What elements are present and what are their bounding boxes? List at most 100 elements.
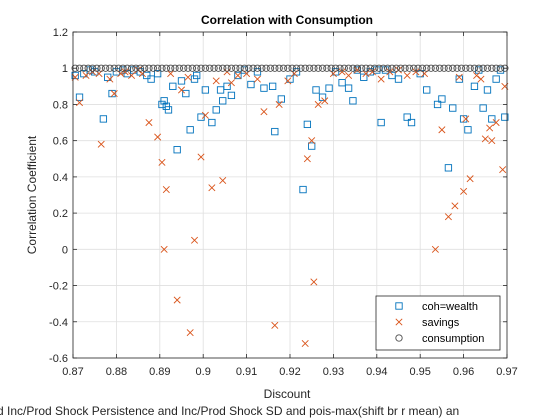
- data-point: [219, 64, 227, 72]
- data-point: [75, 99, 84, 107]
- data-point: [492, 119, 500, 127]
- data-point: [438, 126, 446, 134]
- data-point: [321, 97, 329, 105]
- data-point: [88, 64, 97, 72]
- data-point: [167, 70, 175, 78]
- data-point: [373, 66, 381, 74]
- data-point: [488, 137, 496, 145]
- x-tick-label: 0.88: [106, 366, 127, 378]
- data-point: [308, 137, 316, 145]
- data-point: [160, 245, 168, 253]
- data-point: [212, 106, 220, 114]
- data-point: [305, 64, 314, 72]
- data-point: [492, 64, 500, 72]
- data-point: [362, 70, 370, 78]
- data-point: [275, 100, 283, 108]
- x-tick-label: 0.87: [62, 366, 83, 378]
- data-point: [492, 75, 500, 83]
- data-point: [357, 64, 366, 72]
- data-point: [431, 245, 439, 253]
- data-point: [449, 104, 457, 112]
- data-point: [386, 68, 394, 76]
- data-point: [344, 64, 353, 72]
- data-point: [462, 64, 470, 72]
- data-point: [160, 97, 168, 105]
- data-point: [353, 66, 361, 74]
- data-point: [438, 95, 446, 103]
- data-point: [166, 64, 175, 72]
- y-tick-label: 0.4: [53, 172, 68, 184]
- data-point: [353, 64, 361, 72]
- data-point: [134, 66, 142, 74]
- data-point: [323, 64, 331, 72]
- data-point: [210, 64, 218, 72]
- data-point: [128, 71, 136, 79]
- legend-box: [375, 295, 501, 351]
- data-point: [286, 75, 294, 83]
- data-point: [99, 115, 108, 123]
- data-point: [473, 71, 481, 79]
- legend-entry: coh=wealth: [395, 301, 478, 313]
- data-point: [444, 164, 453, 172]
- data-point: [449, 64, 457, 72]
- data-point: [483, 86, 492, 94]
- data-point: [423, 64, 431, 72]
- data-point: [353, 66, 361, 74]
- data-point: [451, 202, 459, 210]
- data-point: [240, 66, 249, 74]
- data-point: [108, 89, 116, 98]
- data-point: [303, 120, 312, 129]
- data-point: [236, 64, 244, 72]
- data-point: [331, 68, 340, 76]
- y-tick-label: 1: [62, 63, 68, 75]
- data-point: [310, 64, 318, 72]
- data-point: [223, 64, 231, 72]
- data-point: [145, 119, 153, 127]
- data-point: [169, 82, 177, 90]
- data-point: [106, 64, 114, 72]
- data-point: [466, 175, 474, 183]
- data-point: [314, 64, 322, 72]
- data-point: [162, 186, 170, 194]
- data-point: [481, 135, 489, 143]
- data-point: [71, 64, 79, 72]
- data-point: [284, 64, 292, 72]
- data-point: [370, 64, 379, 72]
- data-point: [82, 71, 90, 79]
- legend-marker: [395, 302, 403, 310]
- data-point: [462, 115, 470, 123]
- data-point: [197, 153, 205, 161]
- data-point: [423, 86, 431, 94]
- data-point: [214, 64, 223, 72]
- data-point: [460, 187, 468, 195]
- x-tick-label: 0.97: [496, 366, 517, 378]
- legend-entry: consumption: [395, 333, 484, 345]
- data-point: [284, 77, 292, 85]
- data-point: [271, 64, 279, 72]
- data-point: [121, 68, 129, 76]
- data-point: [312, 86, 320, 94]
- data-point: [338, 79, 346, 87]
- y-axis-label: Correlation Coefficient: [25, 135, 39, 254]
- y-tick-label: -0.2: [49, 281, 68, 293]
- y-tick-label: 0: [62, 244, 68, 256]
- data-point: [488, 115, 496, 123]
- data-point: [496, 66, 505, 74]
- data-point: [308, 142, 316, 150]
- data-point: [455, 75, 463, 83]
- data-point: [153, 70, 162, 78]
- data-point: [394, 75, 403, 83]
- data-point: [379, 64, 387, 72]
- data-point: [299, 185, 307, 194]
- data-point: [86, 66, 95, 74]
- data-point: [71, 71, 79, 80]
- data-point: [410, 64, 418, 72]
- data-point: [444, 213, 452, 221]
- data-point: [318, 93, 327, 101]
- data-point: [366, 64, 374, 72]
- data-point: [75, 93, 84, 101]
- data-point: [232, 64, 240, 72]
- data-point: [271, 127, 279, 136]
- data-point: [479, 64, 487, 72]
